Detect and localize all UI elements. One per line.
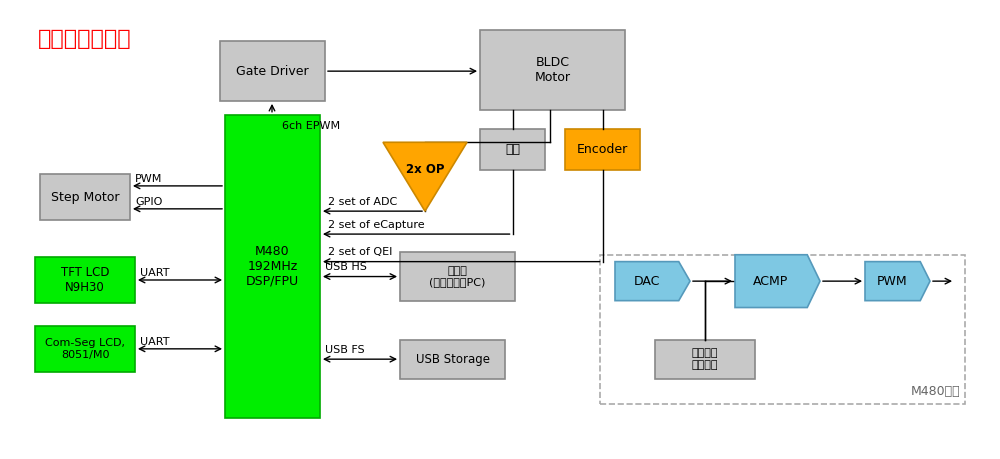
FancyBboxPatch shape (225, 115, 320, 418)
Text: 工業縫紉機框圖: 工業縫紉機框圖 (38, 29, 132, 49)
Text: GPIO: GPIO (135, 196, 162, 207)
Text: ACMP: ACMP (753, 274, 788, 288)
Text: TFT LCD
N9H30: TFT LCD N9H30 (61, 266, 109, 294)
Text: PWM: PWM (877, 274, 908, 288)
Text: Gate Driver: Gate Driver (236, 65, 309, 78)
Text: 電路節點
電壓偵測: 電路節點 電壓偵測 (692, 348, 718, 370)
Text: 2x OP: 2x OP (406, 163, 444, 176)
FancyBboxPatch shape (35, 326, 135, 372)
Text: PWM: PWM (135, 174, 162, 184)
Polygon shape (865, 262, 930, 301)
FancyBboxPatch shape (400, 340, 505, 379)
Text: 2 set of ADC: 2 set of ADC (328, 196, 397, 207)
Text: 上位機
(大型機台或PC): 上位機 (大型機台或PC) (429, 266, 486, 287)
Text: USB HS: USB HS (325, 262, 367, 272)
Text: Encoder: Encoder (577, 143, 628, 156)
Text: Com-Seg LCD,
8051/M0: Com-Seg LCD, 8051/M0 (45, 338, 125, 360)
Text: UART: UART (140, 268, 170, 278)
FancyBboxPatch shape (480, 129, 545, 170)
Text: 6ch EPWM: 6ch EPWM (282, 121, 340, 131)
Text: UART: UART (140, 336, 170, 347)
Text: USB Storage: USB Storage (416, 353, 490, 366)
Text: BLDC
Motor: BLDC Motor (534, 56, 570, 84)
FancyBboxPatch shape (565, 129, 640, 170)
Polygon shape (383, 142, 467, 211)
Text: DAC: DAC (633, 274, 660, 288)
FancyBboxPatch shape (220, 41, 325, 101)
Text: USB FS: USB FS (325, 345, 365, 354)
Text: M480
192MHz
DSP/FPU: M480 192MHz DSP/FPU (246, 245, 299, 288)
Text: 2 set of eCapture: 2 set of eCapture (328, 219, 425, 230)
FancyBboxPatch shape (400, 252, 515, 301)
FancyBboxPatch shape (40, 174, 130, 220)
Text: 霍爾: 霍爾 (505, 143, 520, 156)
Text: M480內部: M480內部 (910, 386, 960, 398)
Text: Step Motor: Step Motor (51, 191, 119, 204)
FancyBboxPatch shape (655, 340, 755, 379)
FancyBboxPatch shape (480, 30, 625, 110)
Polygon shape (615, 262, 690, 301)
Polygon shape (735, 255, 820, 308)
FancyBboxPatch shape (35, 257, 135, 303)
Text: 2 set of QEI: 2 set of QEI (328, 247, 392, 257)
